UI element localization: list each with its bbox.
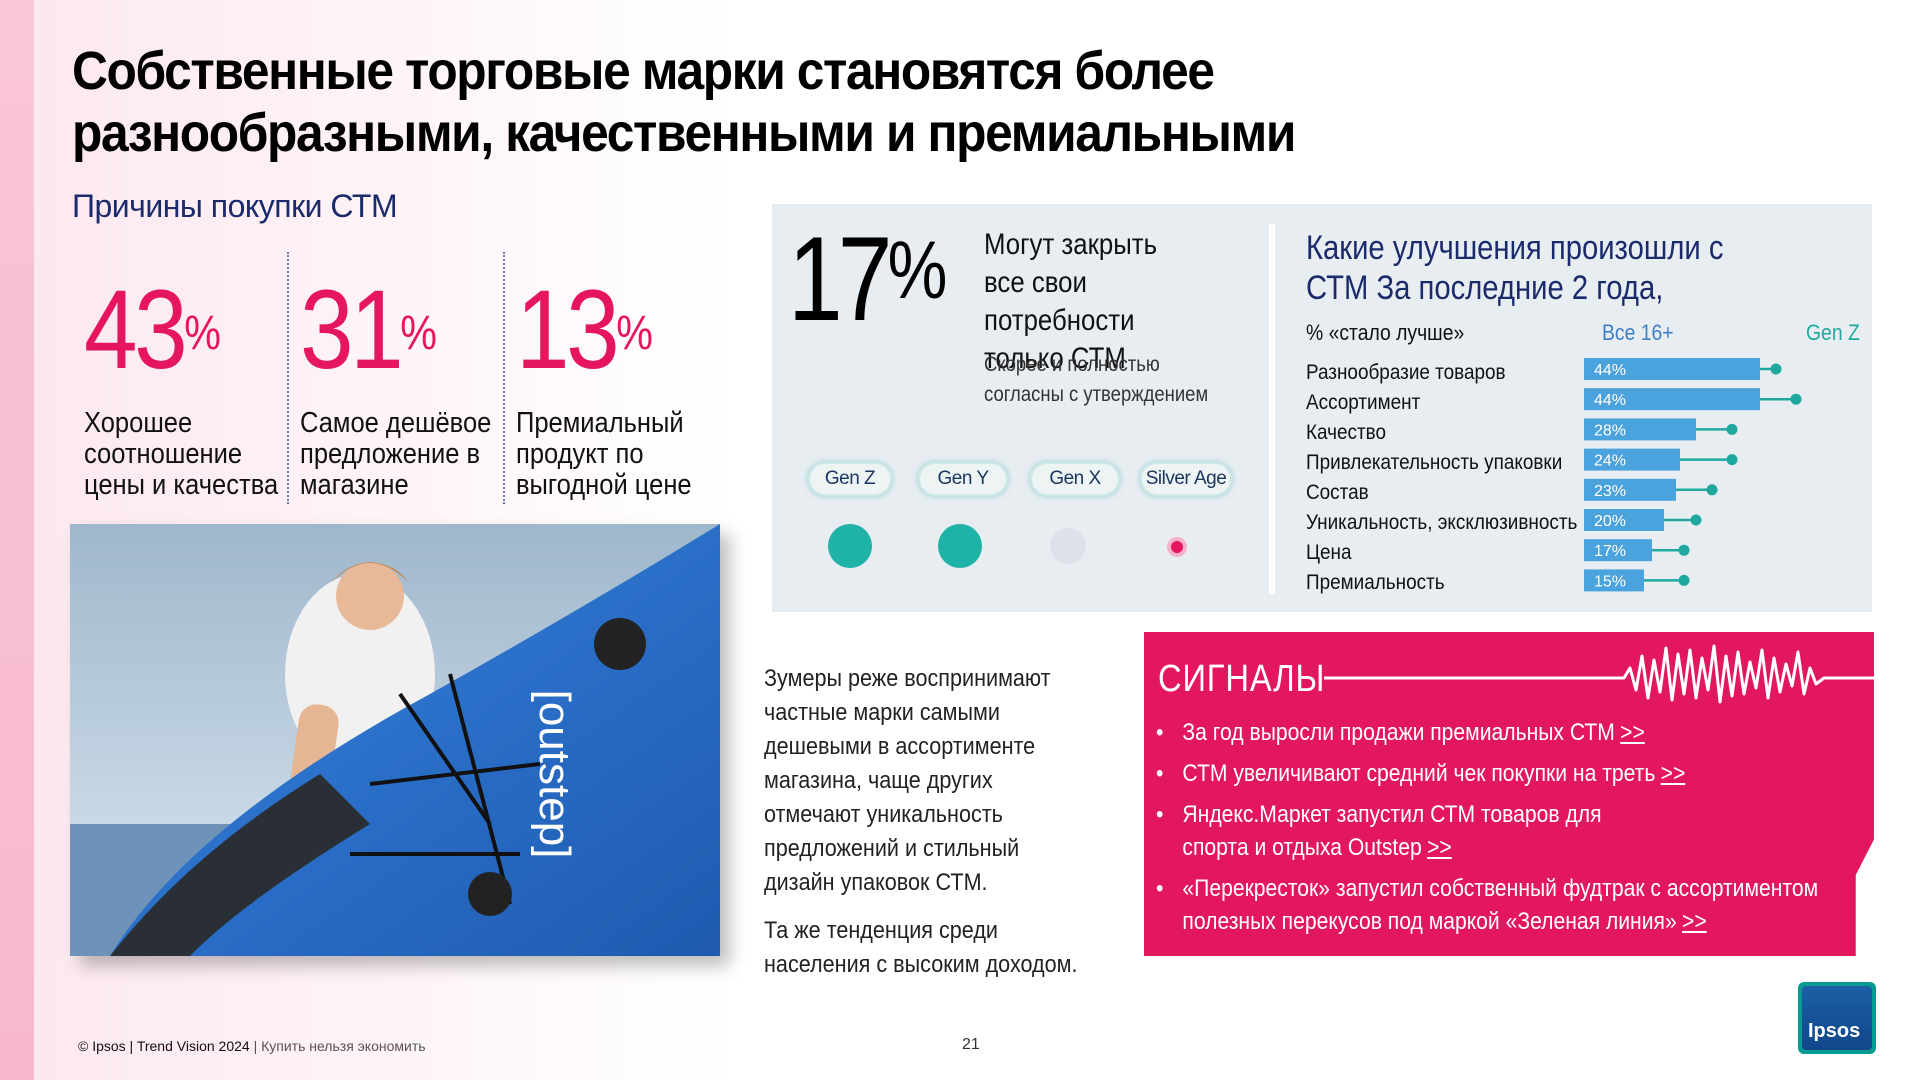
left-decor-strip — [0, 0, 34, 1080]
reason-text: Премиальный продукт по выгодной цене — [516, 407, 692, 501]
reason-stat-2: 31% Самое дешёвое предложение в магазине — [300, 267, 510, 501]
bar-all-16plus — [1584, 418, 1696, 441]
genz-point — [1726, 423, 1738, 435]
bar-all-16plus — [1584, 569, 1644, 592]
row-label: Привлекательность упаковки — [1306, 450, 1563, 474]
zoomers-note: Зумеры реже воспринимают частные марки с… — [764, 662, 1088, 982]
bar-value-label: 23% — [1594, 483, 1626, 500]
footer-section: | Купить нельзя экономить — [253, 1038, 426, 1054]
improvements-title: Какие улучшения произошли с СТМ За после… — [1306, 229, 1724, 307]
bar-value-label: 17% — [1594, 543, 1626, 560]
divider — [503, 252, 505, 504]
row-label: Ассортимент — [1306, 390, 1421, 414]
signal-link[interactable]: >> — [1427, 834, 1452, 861]
signal-link[interactable]: >> — [1660, 760, 1686, 787]
signal-text: СТМ увеличивают средний чек покупки на т… — [1182, 760, 1656, 787]
legend-genz: Gen Z — [1806, 320, 1860, 345]
bar-all-16plus — [1584, 388, 1760, 411]
row-label: Цена — [1306, 540, 1352, 564]
panel-divider — [1269, 224, 1275, 594]
stm-share-value: 17% — [788, 212, 947, 346]
page-number: 21 — [962, 1036, 980, 1053]
signal-item: СТМ увеличивают средний чек покупки на т… — [1156, 757, 1851, 790]
row-label: Разнообразие товаров — [1306, 360, 1506, 384]
paddleboard-photo: [outstep] — [70, 524, 720, 956]
silver-age-dot — [1167, 537, 1187, 557]
signals-title: СИГНАЛЫ — [1158, 658, 1326, 700]
signal-link[interactable]: >> — [1620, 719, 1645, 746]
bar-value-label: 24% — [1594, 453, 1626, 470]
photo-illustration: [outstep] — [70, 524, 720, 956]
reason-value: 31% — [300, 267, 437, 392]
board-brand-text: [outstep] — [530, 690, 579, 859]
bar-value-label: 44% — [1594, 362, 1626, 379]
signals-list: За год выросли продажи премиальных СТМ>>… — [1156, 716, 1856, 946]
signal-text: За год выросли продажи премиальных СТМ — [1182, 719, 1615, 746]
row-label: Качество — [1306, 420, 1386, 444]
bar-all-16plus — [1584, 358, 1760, 380]
gen-x-pill: Gen X — [1030, 462, 1120, 496]
bar-value-label: 15% — [1594, 573, 1626, 590]
ipsos-logo: Ipsos — [1798, 982, 1876, 1054]
improvements-chart: 44% 44% 28% 24% 23% 20% 17% 15% — [1584, 358, 1802, 592]
row-label: Состав — [1306, 480, 1369, 504]
genz-point — [1726, 454, 1738, 466]
reason-text: Хорошее соотношение цены и качества — [84, 407, 279, 501]
reasons-title: Причины покупки СТМ — [72, 188, 398, 224]
silver-age-pill: Silver Age — [1140, 462, 1232, 496]
genz-point — [1706, 484, 1718, 496]
bar-value-label: 20% — [1594, 513, 1626, 530]
gen-y-pill: Gen Y — [918, 462, 1008, 496]
page-title: Собственные торговые марки становятся бо… — [72, 41, 1296, 163]
zoomers-paragraph: Зумеры реже воспринимают частные марки с… — [764, 665, 1051, 896]
genz-point — [1770, 363, 1782, 375]
bar-all-16plus — [1584, 539, 1652, 562]
reason-value: 13% — [516, 267, 653, 392]
signal-text: Яндекс.Маркет запустил СТМ товаров для с… — [1182, 801, 1602, 861]
footer: © Ipsos | Trend Vision 2024 | Купить нел… — [78, 1038, 426, 1054]
reason-stat-3: 13% Премиальный продукт по выгодной цене — [516, 267, 726, 501]
signal-item: За год выросли продажи премиальных СТМ>> — [1156, 716, 1851, 749]
genz-point — [1678, 544, 1690, 556]
stm-panel: 17% Могут закрыть все свои потребности т… — [772, 204, 1872, 612]
signal-text: «Перекресток» запустил собственный фудтр… — [1182, 875, 1819, 935]
footer-copyright: © Ipsos | Trend Vision 2024 — [78, 1038, 250, 1054]
legend-all: Все 16+ — [1602, 320, 1674, 345]
signal-item: «Перекресток» запустил собственный фудтр… — [1156, 872, 1834, 938]
genz-point — [1790, 393, 1802, 405]
gen-y-dot — [938, 524, 982, 568]
gen-x-dot — [1050, 528, 1086, 564]
reason-text: Самое дешёвое предложение в магазине — [300, 407, 492, 501]
stm-share-subline: Скорее и полностью согласны с утверждени… — [984, 353, 1209, 406]
row-label: Премиальность — [1306, 570, 1445, 594]
stm-share-headline: Могут закрыть все свои потребности тольк… — [984, 228, 1158, 375]
bar-all-16plus — [1584, 478, 1676, 501]
signal-link[interactable]: >> — [1681, 908, 1707, 935]
zoomers-paragraph: Та же тенденция среди населения с высоки… — [764, 917, 1078, 978]
genz-point — [1678, 574, 1690, 586]
bar-all-16plus — [1584, 509, 1664, 531]
bar-all-16plus — [1584, 448, 1680, 471]
gen-z-pill: Gen Z — [808, 462, 892, 496]
signal-item: Яндекс.Маркет запустил СТМ товаров для с… — [1156, 798, 1631, 864]
signal-wave-icon — [1324, 644, 1874, 704]
genz-point — [1690, 514, 1702, 526]
logo-text: Ipsos — [1808, 1020, 1861, 1042]
gen-z-dot — [828, 524, 872, 568]
reason-stat-1: 43% Хорошее соотношение цены и качества — [84, 267, 294, 501]
measure-label: % «стало лучше» — [1306, 320, 1465, 345]
bar-value-label: 28% — [1594, 422, 1626, 439]
logo-inner — [1802, 986, 1872, 1050]
row-label: Уникальность, эксклюзивность — [1306, 510, 1578, 534]
bar-value-label: 44% — [1594, 392, 1626, 409]
reason-value: 43% — [84, 267, 221, 392]
signals-box: СИГНАЛЫ За год выросли продажи премиальн… — [1144, 632, 1874, 956]
divider — [287, 252, 289, 504]
